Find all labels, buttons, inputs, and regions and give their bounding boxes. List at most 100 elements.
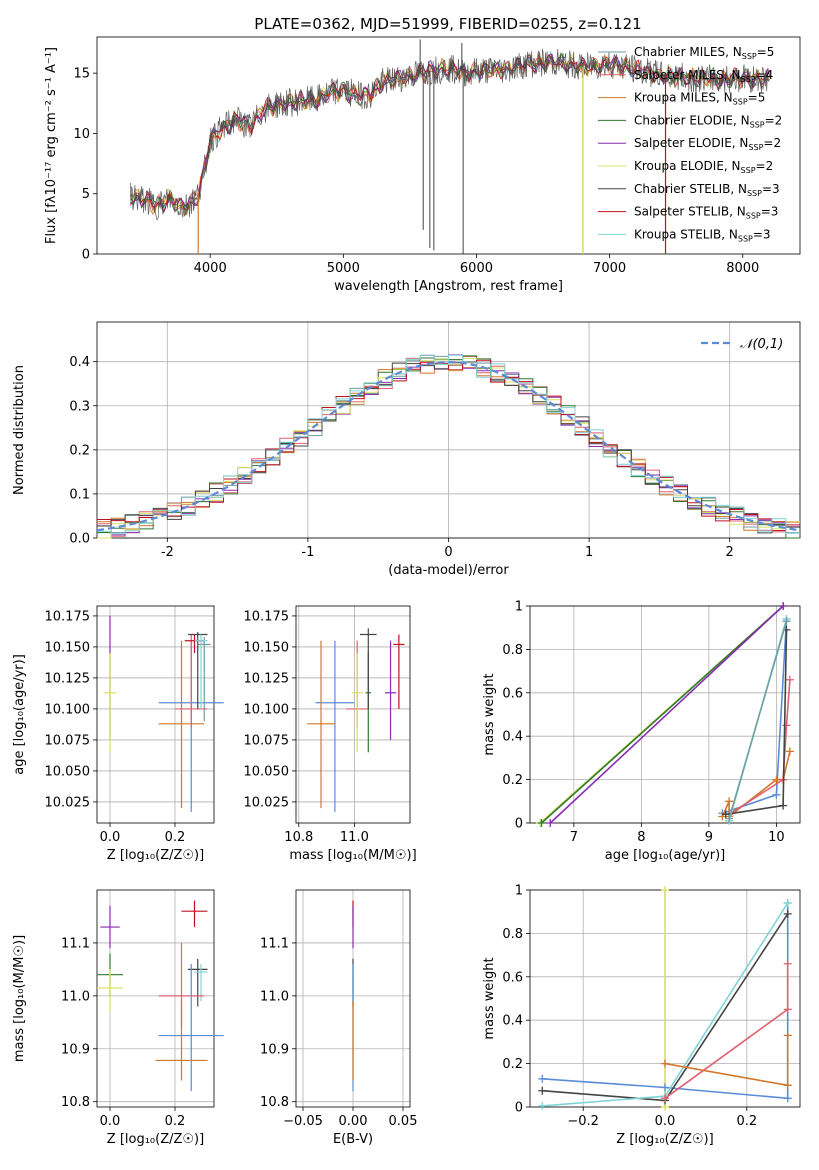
y-tick-label: 10.050 — [45, 764, 91, 779]
y-tick-label: 0.6 — [502, 970, 523, 985]
mass-weight-marker — [772, 775, 781, 784]
legend-label: Kroupa STELIB, NSSP=3 — [634, 227, 771, 243]
legend-label-sub: SSP — [750, 120, 765, 129]
axes-frame — [96, 36, 801, 255]
mass-weight-marker — [779, 602, 788, 610]
x-axis-label: mass [log₁₀(M/M☉)] — [289, 848, 416, 863]
mass-weight-marker — [661, 1083, 669, 1092]
axes-frame — [96, 321, 801, 539]
panel-mass-weight-vs-age: 7 8 9 10 0 0.2 0.4 0.6 0.8 1 age [log₁₀(age/yr)] ma… — [482, 600, 801, 863]
y-tick-label: 0.2 — [69, 443, 90, 458]
panel-spectrum: 4000 5000 6000 7000 8000 0 5 10 15 wavelength [An… — [44, 36, 801, 294]
x-tick-label: −0.05 — [283, 1114, 323, 1129]
y-tick-label: 0.1 — [69, 487, 90, 502]
legend-label: Salpeter ELODIE, NSSP=2 — [634, 136, 781, 152]
x-tick-label: 11.0 — [340, 830, 369, 845]
legend-label-suffix: =3 — [762, 182, 780, 196]
legend-label-suffix: =5 — [757, 45, 775, 59]
panel-residuals: -2 -1 0 1 2 0.0 0.1 0.2 0.3 0.4 (data-model)/error… — [12, 321, 801, 578]
x-tick-label: 5000 — [327, 261, 360, 276]
x-tick-label: −0.2 — [567, 1114, 599, 1129]
y-tick-label: 10.100 — [244, 702, 290, 717]
legend-label-sub: SSP — [741, 166, 756, 175]
axes-frame — [295, 605, 411, 824]
x-tick-label: 8 — [637, 830, 645, 845]
mass-weight-marker — [782, 721, 791, 730]
x-tick-label: 1 — [585, 545, 593, 560]
mass-weight-line-krou_miles — [664, 1035, 789, 1087]
mass-weight-marker — [785, 675, 794, 684]
x-tick-label: 6000 — [460, 261, 493, 276]
x-tick-label: 0.2 — [165, 830, 186, 845]
observed-spectrum — [129, 48, 770, 221]
legend-label: Chabrier ELODIE, NSSP=2 — [634, 113, 782, 129]
residual-histogram-krou_stelib — [97, 354, 800, 535]
model-spectrum-salp_stelib — [129, 54, 770, 213]
y-tick-label: 5 — [82, 187, 90, 202]
spectrum-lines — [129, 39, 770, 254]
mass-weight-marker — [783, 1005, 792, 1014]
legend-label: Kroupa MILES, NSSP=5 — [634, 91, 765, 107]
legend-label: Chabrier MILES, NSSP=5 — [634, 45, 774, 61]
panel-mass-vs-metallicity: 0.0 0.2 10.8 10.9 11.0 11.1 Z [log₁₀(Z/Z☉)] mas… — [12, 889, 224, 1147]
figure-title: PLATE=0362, MJD=51999, FIBERID=0255, z=0… — [254, 15, 641, 33]
x-tick-label: 10 — [768, 830, 785, 845]
axes-frame — [96, 605, 215, 824]
y-tick-label: 11.0 — [260, 989, 289, 1004]
y-tick-label: 10.100 — [45, 702, 91, 717]
mass-weight-marker — [546, 819, 555, 827]
legend-label: Kroupa ELODIE, NSSP=2 — [634, 159, 773, 175]
x-axis-label: wavelength [Angstrom, rest frame] — [334, 279, 563, 294]
mass-weight-line-chab_elodie — [540, 605, 784, 824]
y-tick-label: 11.0 — [61, 989, 90, 1004]
y-tick-label: 0.2 — [502, 1057, 523, 1072]
mass-weight-marker — [783, 909, 792, 918]
x-tick-label: 0 — [444, 545, 452, 560]
y-tick-label: 10.050 — [244, 764, 290, 779]
legend-label-suffix: =2 — [765, 113, 783, 127]
mass-weight-marker — [538, 1086, 547, 1095]
y-tick-label: 11.1 — [61, 936, 90, 951]
y-tick-label: 10.125 — [45, 671, 91, 686]
y-tick-label: 0.4 — [69, 355, 90, 370]
y-tick-label: 10.8 — [61, 1095, 90, 1110]
y-axis-label: mass weight — [482, 957, 497, 1039]
legend-label-sub: SSP — [747, 189, 762, 198]
x-tick-label: 0.0 — [655, 1114, 676, 1129]
mass-weight-marker — [721, 810, 730, 819]
residual-histogram-salp_stelib — [97, 359, 800, 531]
legend-label-sub: SSP — [733, 98, 748, 107]
x-tick-label: 10.8 — [284, 830, 313, 845]
y-tick-label: 0 — [82, 248, 90, 263]
mass-weight-line-salp_miles — [664, 963, 789, 1099]
x-tick-label: 0.00 — [339, 1114, 368, 1129]
mass-weight-marker — [782, 617, 791, 626]
y-tick-label: 10.075 — [244, 733, 290, 748]
legend-label-sub: SSP — [746, 212, 761, 221]
axes-frame — [295, 889, 411, 1108]
legend-label-main: Salpeter STELIB, N — [634, 205, 746, 219]
panel-mass-weight-vs-metallicity: −0.2 0.0 0.2 0 0.2 0.4 0.6 0.8 1 Z [log₁₀(Z/Z☉)] m… — [482, 884, 801, 1147]
x-tick-label: 0.2 — [165, 1114, 186, 1129]
legend-label-main: Salpeter MILES, N — [634, 68, 741, 82]
legend-label-main: Salpeter ELODIE, N — [634, 136, 748, 150]
legend-label-sub: SSP — [738, 234, 753, 243]
mass-weight-marker — [538, 1101, 547, 1110]
legend-label: Salpeter STELIB, NSSP=3 — [634, 205, 778, 221]
x-tick-label: 7000 — [593, 261, 626, 276]
x-tick-label: 4000 — [194, 261, 227, 276]
x-axis-label: age [log₁₀(age/yr)] — [605, 848, 726, 863]
axes-frame — [96, 889, 215, 1108]
y-tick-label: 10.150 — [244, 640, 290, 655]
mass-weight-marker — [537, 819, 546, 827]
mass-weight-marker — [783, 1081, 792, 1090]
legend-label-suffix: =4 — [756, 68, 774, 82]
x-tick-label: 9 — [705, 830, 713, 845]
legend-label-suffix: =3 — [753, 227, 771, 241]
legend-label-suffix: =2 — [756, 159, 774, 173]
mass-weight-marker — [785, 747, 794, 756]
x-tick-label: 7 — [570, 830, 578, 845]
y-tick-label: 10.175 — [244, 609, 290, 624]
legend-label-sub: SSP — [741, 75, 756, 84]
legend-label-suffix: =5 — [748, 91, 766, 105]
